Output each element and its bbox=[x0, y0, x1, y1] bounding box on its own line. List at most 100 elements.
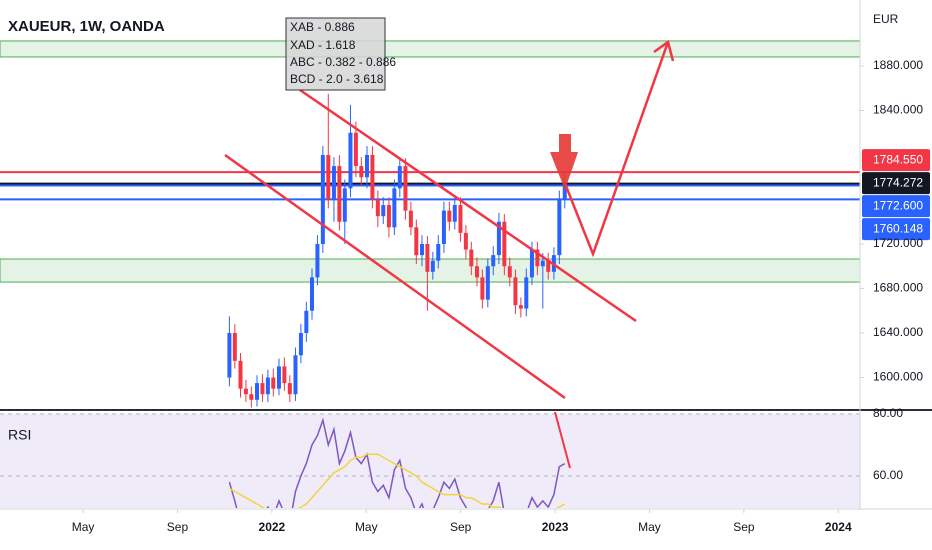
candle-body bbox=[276, 366, 281, 389]
y-tick-label: 1840.000 bbox=[873, 103, 923, 117]
candle-body bbox=[458, 205, 463, 233]
candle-body bbox=[249, 394, 254, 400]
x-tick-label: May bbox=[638, 520, 661, 534]
candle-body bbox=[480, 277, 485, 300]
candle-body bbox=[375, 199, 380, 217]
candle-body bbox=[304, 310, 309, 334]
x-tick-label: Sep bbox=[167, 520, 189, 534]
candle-body bbox=[265, 377, 270, 395]
candle-body bbox=[491, 255, 496, 267]
candle-body bbox=[271, 377, 276, 389]
candle-body bbox=[414, 227, 419, 256]
currency-label: EUR bbox=[873, 12, 899, 26]
channel-line bbox=[224, 153, 566, 400]
candle-body bbox=[513, 277, 518, 306]
candle-body bbox=[243, 388, 248, 395]
candle-body bbox=[342, 188, 347, 222]
x-tick-label: Sep bbox=[450, 520, 472, 534]
candle-body bbox=[320, 154, 325, 244]
candle-body bbox=[386, 205, 391, 228]
candle-body bbox=[562, 186, 567, 200]
arrow-head bbox=[653, 39, 675, 62]
drawings bbox=[224, 39, 675, 400]
candle-body bbox=[298, 333, 303, 356]
y-tick-label: 1880.000 bbox=[873, 58, 923, 72]
chart-title: XAUEUR, 1W, OANDA bbox=[8, 18, 165, 35]
projection-arrow bbox=[564, 41, 670, 258]
pattern-text: ABC - 0.382 - 0.886 bbox=[290, 55, 396, 69]
candle-body bbox=[463, 232, 468, 250]
candle-body bbox=[502, 221, 507, 267]
y-tick-label: 1720.000 bbox=[873, 236, 923, 250]
candle-body bbox=[232, 333, 237, 361]
y-tick-label: 1640.000 bbox=[873, 325, 923, 339]
price-label: 1760.148 bbox=[873, 221, 923, 235]
x-tick-label: 2022 bbox=[259, 520, 286, 534]
candle-body bbox=[485, 266, 490, 300]
candle-body bbox=[535, 249, 540, 267]
candle-body bbox=[447, 210, 452, 222]
rsi-tick-label: 80.00 bbox=[873, 406, 903, 420]
rsi-annotation-line bbox=[554, 411, 571, 469]
candle-body bbox=[441, 210, 446, 244]
candle-body bbox=[255, 383, 260, 400]
candle-body bbox=[348, 132, 353, 189]
x-tick-label: 2024 bbox=[825, 520, 852, 534]
rsi-lines bbox=[228, 417, 566, 508]
y-tick-label: 1600.000 bbox=[873, 370, 923, 384]
price-label-bg bbox=[862, 149, 930, 172]
zone bbox=[0, 40, 860, 58]
price-label-bg bbox=[862, 195, 930, 218]
price-label: 1774.272 bbox=[873, 175, 923, 189]
pattern-text: XAB - 0.886 bbox=[290, 20, 355, 34]
candle-body bbox=[227, 333, 232, 378]
candle-body bbox=[337, 166, 342, 222]
x-tick-label: Sep bbox=[733, 520, 755, 534]
candle-body bbox=[546, 260, 551, 272]
candle-body bbox=[469, 249, 474, 267]
rsi-title: RSI bbox=[8, 427, 31, 443]
channel-line bbox=[299, 88, 637, 323]
candle-body bbox=[287, 383, 292, 395]
pattern-box: XAB - 0.886 XAD - 1.618 ABC - 0.382 - 0.… bbox=[285, 17, 396, 91]
candle-body bbox=[518, 305, 523, 309]
candle-body bbox=[359, 166, 364, 178]
candle-body bbox=[529, 249, 534, 278]
candle-body bbox=[557, 199, 562, 256]
candle-body bbox=[392, 188, 397, 228]
candle-body bbox=[540, 260, 545, 267]
main-pane bbox=[0, 40, 860, 408]
candle-body bbox=[425, 243, 430, 272]
candle-body bbox=[293, 355, 298, 395]
candle-body bbox=[260, 383, 265, 395]
candle-body bbox=[364, 154, 369, 178]
candle-body bbox=[353, 132, 358, 167]
candle-body bbox=[331, 166, 336, 200]
candle-body bbox=[524, 277, 529, 309]
candle-body bbox=[408, 210, 413, 228]
price-label: 1784.550 bbox=[873, 152, 923, 166]
candle-body bbox=[397, 166, 402, 189]
candle-body bbox=[419, 243, 424, 256]
price-label: 1772.600 bbox=[873, 198, 923, 212]
candle-body bbox=[370, 154, 375, 200]
x-tick-label: 2023 bbox=[542, 520, 569, 534]
price-label-bg bbox=[862, 172, 930, 195]
pattern-text: BCD - 2.0 - 3.618 bbox=[290, 72, 384, 86]
candle-body bbox=[282, 366, 287, 384]
rsi-tick-label: 60.00 bbox=[873, 468, 903, 482]
candle-body bbox=[309, 277, 314, 311]
down-arrow-icon bbox=[550, 134, 578, 190]
candle-body bbox=[496, 221, 501, 256]
y-tick-label: 1680.000 bbox=[873, 281, 923, 295]
candle-body bbox=[326, 154, 331, 200]
price-labels: 1784.550 1774.272 1772.600 1760.148 bbox=[862, 149, 930, 241]
rsi-band bbox=[0, 413, 860, 508]
rsi-line bbox=[229, 453, 566, 508]
candle-body bbox=[430, 260, 435, 272]
zone bbox=[0, 258, 860, 283]
x-tick-label: May bbox=[355, 520, 378, 534]
candle-body bbox=[507, 266, 512, 278]
